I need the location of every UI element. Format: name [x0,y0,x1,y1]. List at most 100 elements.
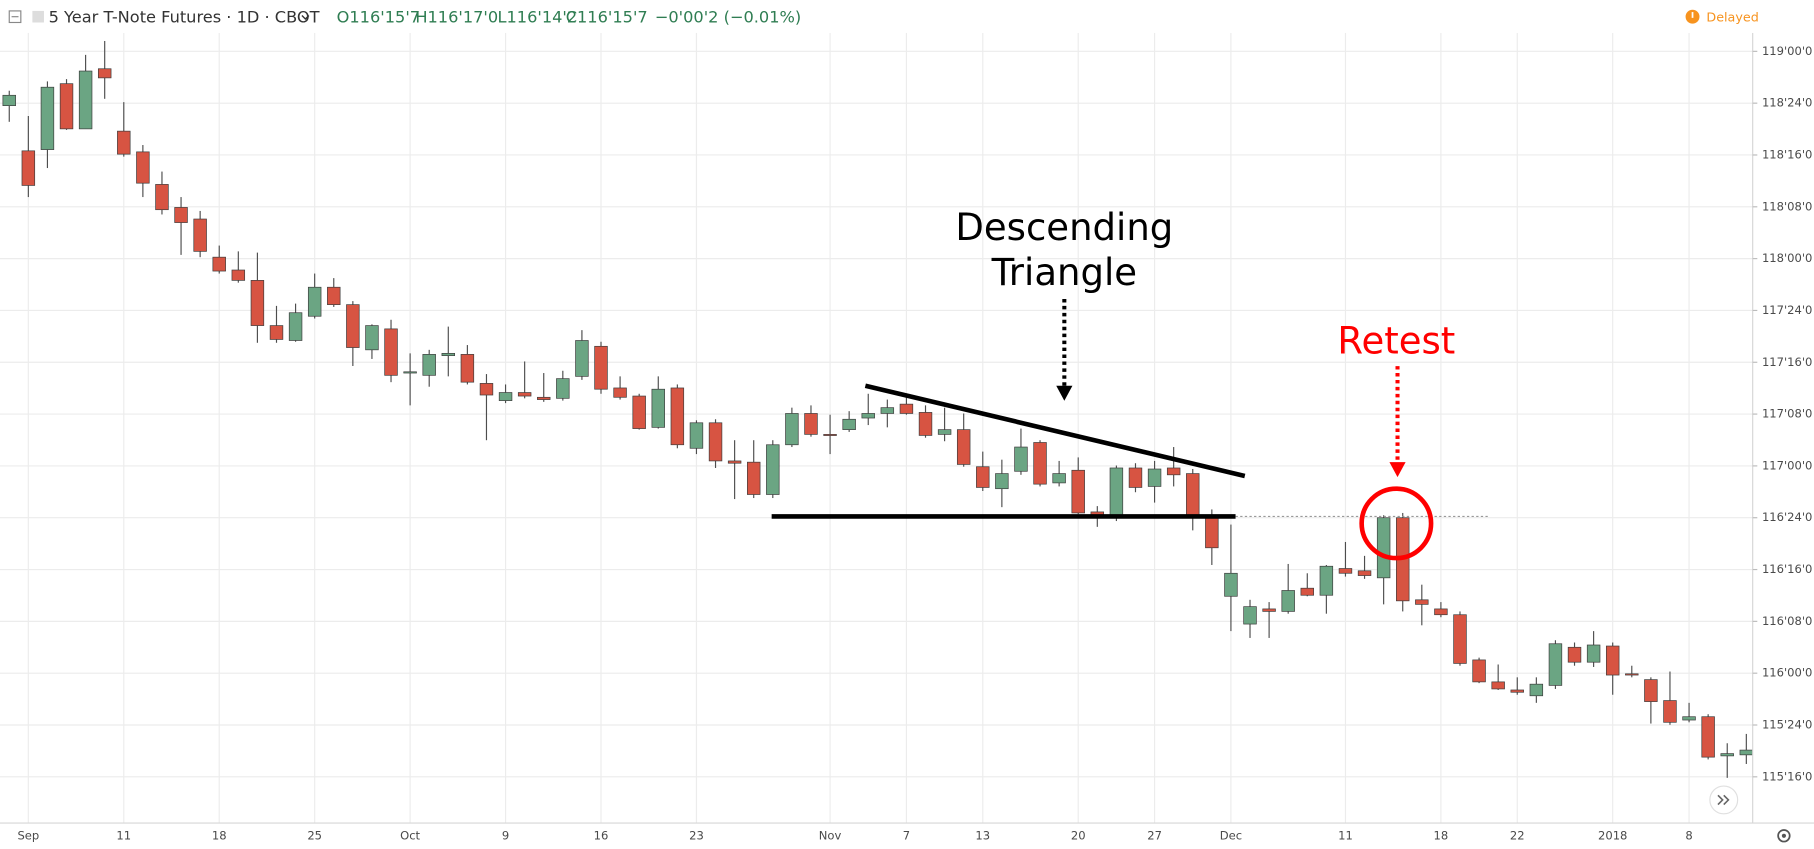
candle-body [632,395,646,429]
x-tick-label: 23 [689,828,704,842]
candle-body [327,286,341,305]
annotation: Triangle [991,251,1137,294]
candle-body [517,392,532,397]
candle-body [1586,644,1601,663]
y-tick-label: 117'08'0 [1762,407,1812,421]
candle-body [498,392,513,401]
candle-body [1033,442,1047,485]
x-tick-label: 9 [502,828,509,842]
candle-body [40,86,55,150]
candle-body [155,184,169,211]
candle-body [97,68,112,79]
candle-body [59,83,74,130]
candle-body [1014,446,1028,472]
candle-body [1300,587,1314,596]
candle-body [689,422,704,449]
candle-body [479,383,494,396]
y-tick-label: 116'24'0 [1762,510,1812,524]
candle-body [747,461,761,495]
y-tick-label: 118'00'0 [1762,251,1812,265]
y-tick-label: 115'16'0 [1762,769,1812,783]
x-tick-label: 7 [903,828,910,842]
candle-body [1529,683,1544,697]
x-tick-label: 16 [594,828,609,842]
x-tick-label: 18 [212,828,227,842]
candle-body [1357,570,1372,576]
candle-body [365,325,379,351]
y-tick-label: 117'16'0 [1762,355,1812,369]
y-tick-label: 117'00'0 [1762,458,1812,472]
candle-body [1052,473,1066,484]
x-tick-label: 18 [1434,828,1449,842]
candle-body [1376,517,1391,579]
candle-body [861,413,875,419]
candle-body [937,429,952,435]
candle-body [727,460,742,464]
candle-body [193,218,207,252]
candle-body [212,256,226,272]
y-tick-label: 115'24'0 [1762,718,1812,732]
candle-body [1166,467,1181,476]
delayed-status[interactable]: Delayed [1706,9,1758,24]
candle-body [785,413,799,446]
candle-body [384,328,398,376]
candle-body [1186,473,1200,517]
x-tick-label: 20 [1071,828,1086,842]
collapse-button[interactable] [8,10,22,24]
candle-body [269,325,284,340]
y-tick-label: 119'00'0 [1762,44,1812,58]
price-axis [1752,32,1814,849]
candle-body [1510,689,1524,693]
candle-body [460,354,475,383]
scroll-button[interactable] [1709,785,1739,815]
axes: 119'00'0 118'24'0 118'16'0 118'08'0 118'00'0… [17,44,1812,842]
candle-body [918,412,933,436]
candle-body [1567,646,1582,663]
symbol-icon [32,10,44,23]
candle-body [1472,659,1486,683]
settings-icon [1781,833,1787,838]
x-tick-label: 8 [1685,828,1692,842]
candle-body [976,466,990,488]
candle-body [117,130,131,155]
candle-body [1338,568,1353,574]
x-tick-label: Nov [819,828,842,842]
candle-body [1605,645,1620,676]
candle-body [1434,608,1448,616]
candle-body [537,396,551,400]
x-tick-label: 27 [1147,828,1162,842]
dropdown-chevron[interactable] [301,15,310,20]
ohlc-low: L116'14'2 [497,7,577,26]
candle-body [823,434,837,436]
candle-body [1682,716,1696,721]
symbol-title[interactable]: 5 Year T-Note Futures · 1D · CBOT [49,7,320,26]
candle-body [766,444,780,495]
y-tick-label: 118'16'0 [1762,147,1812,161]
candle-body [136,151,150,184]
annotation: Descending [955,206,1173,249]
candles [2,40,1754,778]
retest-circle [1359,486,1434,561]
y-tick-label: 116'08'0 [1762,614,1812,628]
candle-body [1720,753,1734,757]
candle-body [1243,606,1257,625]
x-tick-label: 22 [1510,828,1525,842]
settings-button[interactable] [1777,829,1791,843]
candle-body [174,207,188,223]
candle-body [1644,679,1658,702]
candle-body [2,94,16,106]
candle-body [1319,565,1334,596]
candle-body [346,304,360,348]
candle-body [1224,572,1238,597]
candle-body [1109,467,1124,516]
candle-body [1281,590,1295,612]
candle-body [1147,468,1162,487]
candle-body [1548,643,1563,686]
y-tick-label: 118'24'0 [1762,96,1812,110]
y-tick-label: 117'24'0 [1762,303,1812,317]
y-tick-label: 118'08'0 [1762,199,1812,213]
x-tick-label: Sep [17,828,39,842]
ohlc-open: O116'15'7 [337,7,420,26]
